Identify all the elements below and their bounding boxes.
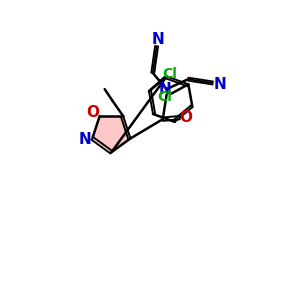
Text: O: O (179, 110, 192, 125)
Text: Cl: Cl (157, 90, 172, 104)
Text: O: O (86, 106, 99, 121)
Text: Cl: Cl (162, 67, 177, 80)
Text: N: N (159, 82, 172, 97)
Polygon shape (92, 116, 130, 152)
Text: N: N (152, 32, 164, 46)
Text: N: N (79, 133, 92, 148)
Text: N: N (213, 77, 226, 92)
